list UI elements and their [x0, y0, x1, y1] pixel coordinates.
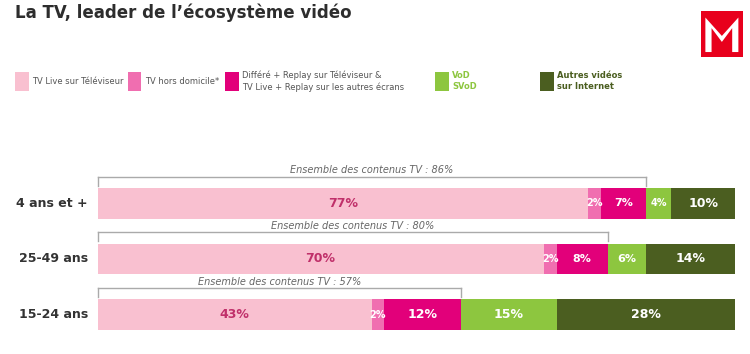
Text: 12%: 12%: [408, 308, 438, 321]
Bar: [98, 188, 588, 218]
Text: 2%: 2%: [370, 310, 386, 320]
Bar: [544, 244, 556, 274]
Text: VoD
SVoD: VoD SVoD: [452, 72, 477, 91]
Text: 2%: 2%: [586, 198, 603, 208]
Text: Ensemble des contenus TV : 80%: Ensemble des contenus TV : 80%: [271, 221, 434, 231]
Bar: [460, 299, 556, 330]
Bar: [646, 188, 671, 218]
Bar: [602, 188, 646, 218]
Text: 25-49 ans: 25-49 ans: [19, 252, 88, 266]
Text: 2%: 2%: [542, 254, 558, 264]
Bar: [372, 299, 384, 330]
Text: Ensemble des contenus TV : 57%: Ensemble des contenus TV : 57%: [197, 276, 361, 287]
Bar: [98, 299, 372, 330]
Text: TV hors domicile*: TV hors domicile*: [145, 77, 219, 86]
Bar: [588, 188, 602, 218]
Text: TV Live sur Téléviseur: TV Live sur Téléviseur: [32, 77, 124, 86]
Text: 4%: 4%: [650, 198, 667, 208]
Text: 15%: 15%: [494, 308, 524, 321]
Text: Autres vidéos
sur Internet: Autres vidéos sur Internet: [557, 72, 622, 91]
Text: 7%: 7%: [614, 198, 633, 208]
FancyBboxPatch shape: [701, 11, 742, 57]
Polygon shape: [705, 18, 739, 52]
Bar: [646, 244, 735, 274]
Bar: [384, 299, 460, 330]
Text: 28%: 28%: [631, 308, 661, 321]
Text: 43%: 43%: [220, 308, 250, 321]
Bar: [556, 299, 735, 330]
Text: 8%: 8%: [572, 254, 592, 264]
Bar: [556, 244, 608, 274]
Text: 6%: 6%: [617, 254, 636, 264]
Text: 70%: 70%: [306, 252, 336, 266]
Text: Ensemble des contenus TV : 86%: Ensemble des contenus TV : 86%: [290, 165, 453, 175]
Text: 77%: 77%: [328, 197, 358, 210]
Text: 15-24 ans: 15-24 ans: [19, 308, 88, 321]
Text: 4 ans et +: 4 ans et +: [16, 197, 88, 210]
Text: 14%: 14%: [675, 252, 705, 266]
Text: 10%: 10%: [688, 197, 718, 210]
Bar: [608, 244, 646, 274]
Text: La TV, leader de l’écosystème vidéo: La TV, leader de l’écosystème vidéo: [15, 4, 352, 22]
Bar: [671, 188, 735, 218]
Bar: [98, 244, 544, 274]
Text: Différé + Replay sur Téléviseur &
TV Live + Replay sur les autres écrans: Différé + Replay sur Téléviseur & TV Liv…: [242, 71, 404, 92]
